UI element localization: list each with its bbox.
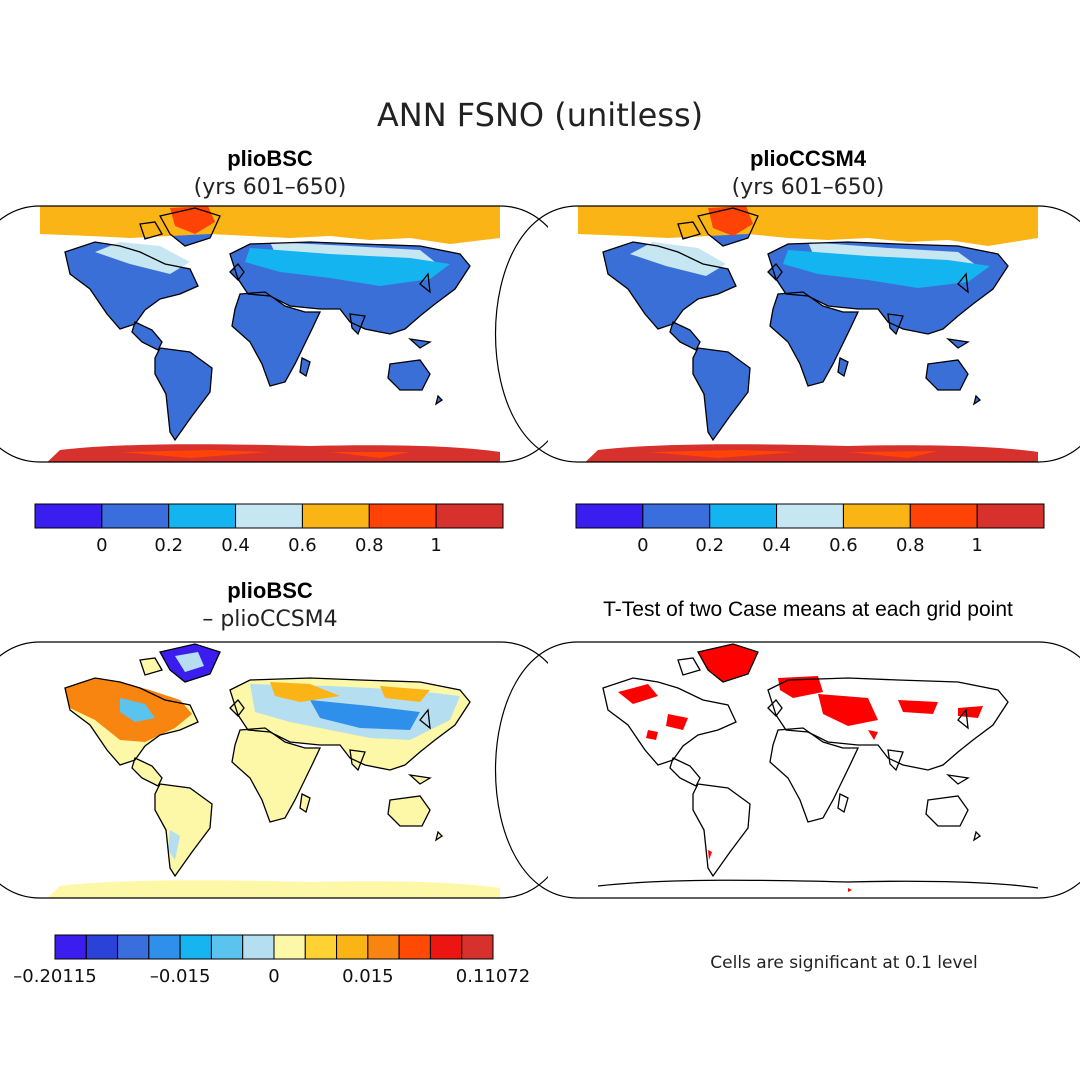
panel-title: plioBSC — [227, 578, 313, 603]
main-title: ANN FSNO (unitless) — [377, 96, 703, 134]
colorbar-tick-label: 0 — [637, 535, 648, 556]
colorbar-tick-label: 0.11072 — [456, 966, 530, 987]
signif-regions — [618, 644, 983, 892]
colorbar-tick-label: 0.6 — [829, 535, 858, 556]
colorbar-tick-label: –0.015 — [150, 966, 211, 987]
colorbar-swatch — [85, 934, 119, 960]
colorbar-tick-label: 0.8 — [355, 535, 384, 556]
colorbar-swatch — [168, 503, 237, 529]
panel-title: T-Test of two Case means at each grid po… — [603, 598, 1013, 621]
colorbar-swatch — [367, 934, 400, 960]
colorbar-swatch — [235, 503, 303, 529]
diff-southamerica-speckle — [168, 830, 180, 860]
diff-eurasia-blue — [310, 700, 420, 730]
colorbar-tick-label: –0.20115 — [13, 966, 96, 987]
colorbar-swatch — [273, 934, 306, 960]
greenland-high — [708, 206, 753, 236]
colorbar-swatch — [101, 503, 170, 529]
antarctica-light — [648, 450, 938, 458]
significance-note: Cells are significant at 0.1 level — [710, 953, 977, 973]
colorbar-swatch — [398, 934, 431, 960]
colorbar-tick-label: 1 — [971, 535, 982, 556]
colorbar-swatch — [304, 934, 338, 960]
antarctica-outline — [597, 879, 1039, 889]
colorbar-swatch — [336, 934, 369, 960]
map-border — [494, 205, 1080, 463]
map-border — [494, 641, 1080, 899]
antarctica-light — [120, 450, 410, 458]
colorbar-swatch — [54, 934, 87, 960]
colorbar-tick-label: 0.2 — [154, 535, 183, 556]
panel-subtitle: – plioCCSM4 — [202, 607, 337, 632]
colorbar-tick-label: 0.4 — [762, 535, 791, 556]
colorbar-swatch — [117, 934, 150, 960]
colorbar-tick-label: 1 — [430, 535, 441, 556]
panel-plioccsm4: plioCCSM4 (yrs 601–650) 0 0.2 0.4 0.6 0.8 1 — [494, 146, 1080, 556]
panel-subtitle: (yrs 601–650) — [732, 175, 885, 200]
colorbar-tick-label: 0.6 — [288, 535, 317, 556]
panel-ttest: T-Test of two Case means at each grid po… — [494, 598, 1080, 973]
greenland-high — [170, 206, 215, 234]
colorbar-tick-label: 0 — [268, 966, 279, 987]
colorbar-tick-label: 0.8 — [896, 535, 925, 556]
diff-north-america-cool — [120, 698, 155, 722]
colorbar-swatch — [429, 934, 463, 960]
panel-difference: plioBSC – plioCCSM4 –0.20115 –0.015 0 0.015… — [0, 578, 584, 987]
colorbar-pliobsc: 0 0.2 0.4 0.6 0.8 1 — [34, 503, 504, 556]
colorbar-tick-label: 0.2 — [695, 535, 724, 556]
panel-title: plioCCSM4 — [750, 146, 867, 171]
colorbar-swatch — [301, 503, 370, 529]
panel-title: plioBSC — [227, 146, 313, 171]
antarctica — [40, 880, 500, 898]
colorbar-swatch — [776, 503, 844, 529]
panel-subtitle: (yrs 601–650) — [194, 175, 347, 200]
panel-pliobsc: plioBSC (yrs 601–650) 0 0.2 0.4 0.6 0.8 1 — [0, 146, 584, 556]
colorbar-difference: –0.20115 –0.015 0 0.015 0.11072 — [13, 934, 530, 987]
diff-greenland-core — [175, 652, 204, 672]
colorbar-swatch — [34, 503, 103, 529]
colorbar-tick-label: 0 — [96, 535, 107, 556]
colorbar-swatch — [709, 503, 778, 529]
colorbar-tick-label: 0.015 — [342, 966, 394, 987]
colorbar-swatch — [461, 934, 494, 960]
colorbar-swatch — [575, 503, 644, 529]
colorbar-swatch — [242, 934, 275, 960]
colorbar-swatch — [148, 934, 181, 960]
diff-eurasia-warm — [270, 682, 430, 702]
colorbar-plioccsm4: 0 0.2 0.4 0.6 0.8 1 — [575, 503, 1045, 556]
colorbar-swatch — [435, 503, 504, 529]
colorbar-tick-label: 0.4 — [221, 535, 250, 556]
antarctica — [578, 444, 1038, 462]
snow-band-mid — [245, 248, 450, 286]
colorbar-swatch — [210, 934, 244, 960]
snow-band-north — [40, 206, 500, 244]
snow-band-mid — [783, 250, 990, 288]
colorbar-swatch — [842, 503, 911, 529]
colorbar-swatch — [909, 503, 978, 529]
antarctica — [40, 444, 500, 462]
colorbar-swatch — [179, 934, 212, 960]
colorbar-swatch — [368, 503, 437, 529]
colorbar-swatch — [976, 503, 1045, 529]
colorbar-swatch — [642, 503, 711, 529]
